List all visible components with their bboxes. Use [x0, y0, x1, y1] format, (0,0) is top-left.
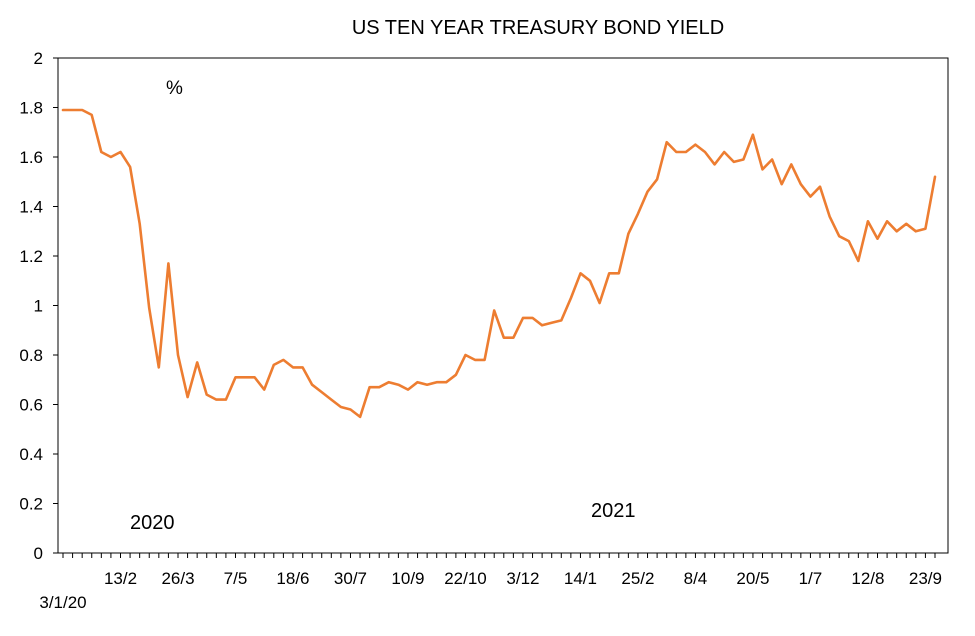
y-tick-label: 1.2: [19, 247, 43, 266]
y-tick-label: 1.4: [19, 198, 43, 217]
y-tick-label: 0: [34, 544, 43, 563]
unit-label: %: [166, 78, 183, 99]
x-tick-label: 18/6: [276, 569, 309, 588]
series-line-yield: [61, 108, 937, 419]
annotation-2020: 2020: [130, 512, 175, 534]
y-tick-label: 0.4: [19, 445, 43, 464]
x-tick-label: 25/2: [621, 569, 654, 588]
y-tick-label: 2: [34, 49, 43, 68]
annotation-2021: 2021: [591, 500, 636, 522]
x-first-label: 3/1/20: [39, 593, 86, 612]
x-tick-label: 20/5: [736, 569, 769, 588]
x-tick-label: 10/9: [391, 569, 424, 588]
x-tick-label: 3/12: [506, 569, 539, 588]
x-tick-label: 1/7: [799, 569, 823, 588]
x-tick-label: 14/1: [564, 569, 597, 588]
chart-title: US TEN YEAR TREASURY BOND YIELD: [352, 17, 724, 39]
x-tick-label: 26/3: [161, 569, 194, 588]
y-tick-label: 1.6: [19, 148, 43, 167]
x-tick-label: 8/4: [684, 569, 708, 588]
y-tick-label: 1.8: [19, 99, 43, 118]
x-tick-label: 22/10: [444, 569, 487, 588]
x-tick-label: 7/5: [224, 569, 248, 588]
x-tick-label: 30/7: [334, 569, 367, 588]
x-axis: 13/2 26/3 7/5 18/6 30/7 10/9 22/10 3/12 14/1 25/2…: [62, 553, 942, 588]
x-tick-label: 12/8: [851, 569, 884, 588]
x-tick-label: 23/9: [909, 569, 942, 588]
y-tick-label: 0.8: [19, 346, 43, 365]
plot-area: [57, 57, 949, 554]
y-tick-label: 1: [34, 297, 43, 316]
x-tick-label: 13/2: [104, 569, 137, 588]
y-axis: 0 0.2 0.4 0.6 0.8 1 1.2 1.4 1.6 1.8 2: [19, 49, 58, 563]
y-tick-label: 0.2: [19, 495, 43, 514]
y-tick-label: 0.6: [19, 396, 43, 415]
